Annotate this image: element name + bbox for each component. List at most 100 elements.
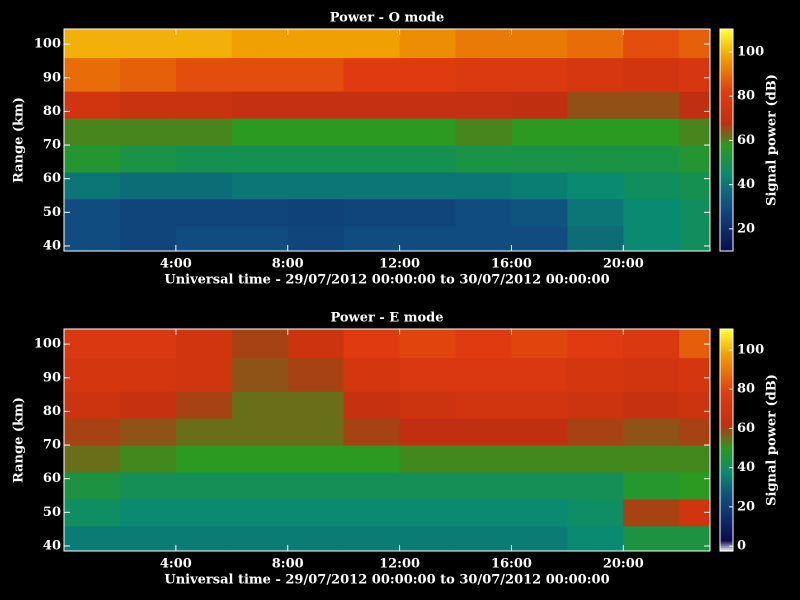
heat-cell — [176, 91, 232, 118]
heat-cell — [623, 91, 679, 118]
heat-cell — [176, 199, 232, 226]
heat-cell — [400, 29, 456, 58]
heat-cell — [232, 445, 288, 472]
heat-cell — [567, 172, 623, 199]
x-axis-label: Universal time - 29/07/2012 00:00:00 to … — [164, 273, 609, 288]
colorbar-tick-label: 40 — [737, 460, 755, 475]
x-tick-label: 12:00 — [379, 557, 420, 572]
heat-cell — [64, 391, 120, 418]
heat-cell — [511, 329, 567, 358]
colorbar-tick-label: 80 — [737, 89, 755, 104]
heat-cell — [120, 226, 176, 252]
heat-cell — [64, 91, 120, 118]
y-tick-label: 70 — [43, 138, 61, 153]
heat-cell — [120, 145, 176, 172]
heat-cell — [679, 91, 710, 118]
heat-cell — [511, 172, 567, 199]
y-axis-label: Range (km) — [12, 97, 27, 183]
heat-cell — [400, 391, 456, 418]
heat-cell — [511, 145, 567, 172]
heat-cell — [288, 145, 344, 172]
heat-cell — [623, 118, 679, 145]
heat-cell — [400, 199, 456, 226]
heat-cell — [679, 472, 710, 499]
heat-cell — [567, 391, 623, 418]
heat-cell — [344, 418, 400, 445]
heat-cell — [176, 172, 232, 199]
heat-cell — [232, 391, 288, 418]
y-tick-label: 100 — [34, 37, 61, 52]
heat-cell — [623, 172, 679, 199]
heat-cell — [456, 472, 512, 499]
heat-cell — [567, 199, 623, 226]
heat-cell — [344, 58, 400, 92]
heat-cell — [344, 91, 400, 118]
heat-cell — [456, 172, 512, 199]
heat-cell — [64, 445, 120, 472]
y-tick-label: 60 — [43, 171, 61, 186]
heat-cell — [623, 29, 679, 58]
heat-cell — [511, 58, 567, 92]
heat-cell — [288, 329, 344, 358]
heat-cell — [456, 199, 512, 226]
colorbar-tick-label: 40 — [737, 177, 755, 192]
heat-cell — [400, 499, 456, 526]
heat-cell — [511, 118, 567, 145]
colorbar-tick-label: 0 — [737, 539, 746, 554]
heat-cell — [567, 118, 623, 145]
heat-cell — [400, 526, 456, 552]
x-axis-label: Universal time - 29/07/2012 00:00:00 to … — [164, 573, 609, 588]
heat-cell — [567, 472, 623, 499]
y-tick-label: 90 — [43, 70, 61, 85]
heat-cell — [567, 29, 623, 58]
heat-cell — [344, 145, 400, 172]
colorbar-tick-label: 60 — [737, 421, 755, 436]
heat-cell — [232, 358, 288, 392]
heat-cell — [120, 199, 176, 226]
colorbar-tick-label: 100 — [737, 342, 764, 357]
heat-cell — [679, 358, 710, 392]
heat-cell — [511, 499, 567, 526]
y-tick-label: 40 — [43, 238, 61, 253]
heat-cell — [567, 418, 623, 445]
heat-cell — [400, 58, 456, 92]
heat-cell — [400, 118, 456, 145]
y-tick-label: 90 — [43, 370, 61, 385]
x-tick-label: 8:00 — [272, 257, 304, 272]
heat-cell — [120, 29, 176, 58]
heat-cell — [64, 329, 120, 358]
heat-cell — [64, 526, 120, 552]
heat-cell — [344, 172, 400, 199]
heat-cell — [64, 418, 120, 445]
heat-cell — [64, 199, 120, 226]
heat-cell — [344, 199, 400, 226]
heat-cell — [679, 145, 710, 172]
heat-cell — [456, 526, 512, 552]
heat-cell — [120, 118, 176, 145]
chart-title: Power - E mode — [330, 311, 443, 326]
heat-cell — [176, 526, 232, 552]
x-tick-label: 20:00 — [603, 257, 644, 272]
heat-cell — [511, 418, 567, 445]
heat-cell — [288, 226, 344, 252]
heat-cell — [456, 445, 512, 472]
heat-cell — [400, 145, 456, 172]
heat-cell — [64, 472, 120, 499]
x-tick-label: 8:00 — [272, 557, 304, 572]
heat-cell — [64, 499, 120, 526]
heat-cell — [288, 29, 344, 58]
heat-cell — [344, 445, 400, 472]
heat-cell — [120, 499, 176, 526]
heat-cell — [623, 418, 679, 445]
heat-cell — [288, 472, 344, 499]
heat-cell — [232, 118, 288, 145]
heat-cell — [288, 199, 344, 226]
heat-cell — [567, 91, 623, 118]
heat-cell — [567, 499, 623, 526]
chart-title: Power - O mode — [330, 11, 445, 26]
heat-cell — [288, 445, 344, 472]
heat-cell — [456, 499, 512, 526]
heat-cell — [679, 118, 710, 145]
heat-cell — [679, 226, 710, 252]
heat-cell — [288, 358, 344, 392]
